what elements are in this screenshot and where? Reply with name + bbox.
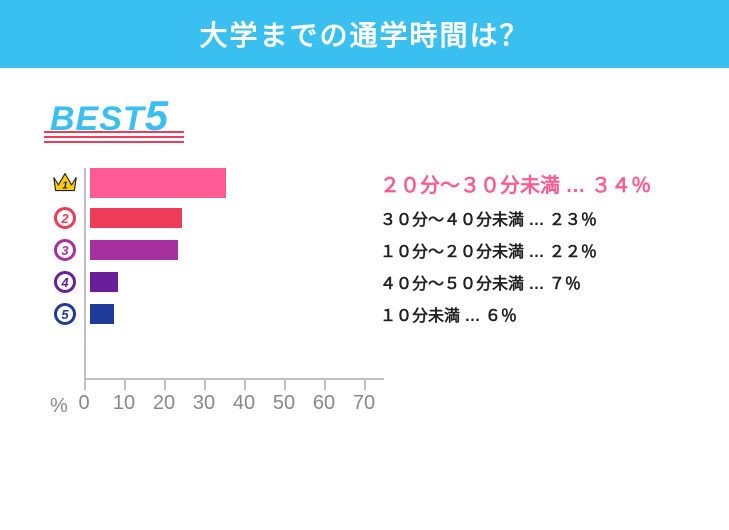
tick-label: 70 <box>353 392 375 415</box>
tick-label: 50 <box>273 392 295 415</box>
chart-row: 4４０分～５０分未満 … ７％ <box>50 272 118 292</box>
rank-badge: 4 <box>50 267 80 297</box>
best5-badge: BEST5 <box>50 92 169 140</box>
percent-label: % <box>50 395 68 418</box>
svg-text:1: 1 <box>62 181 68 192</box>
tick-label: 0 <box>78 392 89 415</box>
chart: 1２０分～３０分未満 … ３４％2３０分～４０分未満 … ２３％3１０分～２０分… <box>50 168 729 418</box>
chart-row: 5１０分未満 … ６％ <box>50 304 114 324</box>
tick-label: 40 <box>233 392 255 415</box>
tick-label: 20 <box>153 392 175 415</box>
row-label: １０分～２０分未満 … ２２％ <box>380 238 597 262</box>
chart-title: 大学までの通学時間は？ <box>0 0 729 68</box>
best5-underline <box>44 131 184 146</box>
bar <box>90 272 118 292</box>
row-label: ４０分～５０分未満 … ７％ <box>380 270 581 294</box>
row-label: ３０分～４０分未満 … ２３％ <box>380 206 597 230</box>
chart-row: 1２０分～３０分未満 … ３４％ <box>50 168 226 198</box>
tick-label: 10 <box>113 392 135 415</box>
bar <box>90 208 182 228</box>
row-label: １０分未満 … ６％ <box>380 302 517 326</box>
chart-row: 2３０分～４０分未満 … ２３％ <box>50 208 182 228</box>
rank-badge: 2 <box>50 203 80 233</box>
chart-row: 3１０分～２０分未満 … ２２％ <box>50 240 178 260</box>
x-ticks <box>84 380 384 390</box>
bar <box>90 168 226 198</box>
bar <box>90 304 114 324</box>
tick-label: 60 <box>313 392 335 415</box>
rank-badge: 3 <box>50 235 80 265</box>
tick-label: 30 <box>193 392 215 415</box>
bar <box>90 240 178 260</box>
rank-badge: 5 <box>50 299 80 329</box>
x-tick-labels: 0 10 20 30 40 50 60 70 <box>50 392 470 418</box>
row-label: ２０分～３０分未満 … ３４％ <box>380 169 651 198</box>
crown-icon: 1 <box>50 168 80 198</box>
